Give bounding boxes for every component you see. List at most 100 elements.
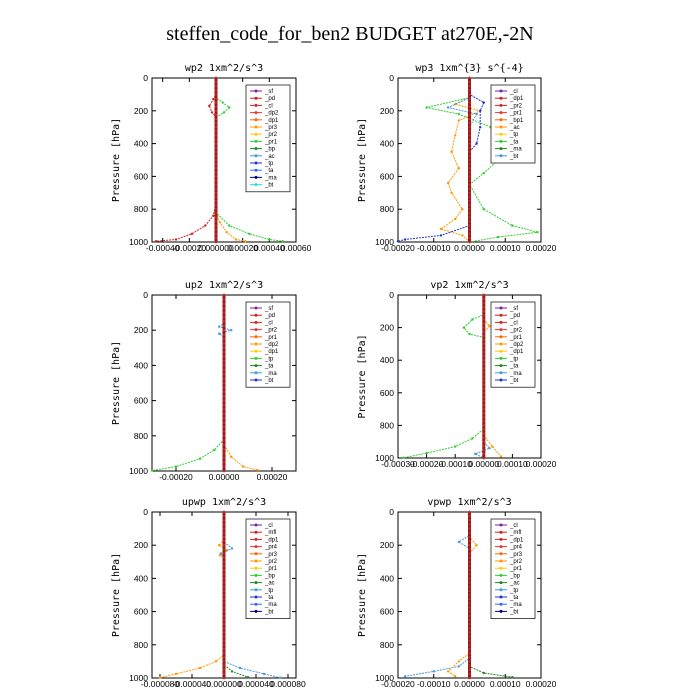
- series-point: [222, 660, 226, 663]
- series-point: [222, 293, 226, 297]
- series-point: [222, 581, 226, 584]
- series-point: [468, 203, 471, 207]
- y-tick-label: 200: [134, 540, 148, 550]
- legend-entry: _dp1: [509, 96, 524, 102]
- series-point: [468, 146, 471, 149]
- series-point: [214, 134, 218, 137]
- series-point: [222, 543, 226, 547]
- series-point: [222, 606, 226, 609]
- legend-entry: _pr1: [509, 566, 523, 572]
- y-tick-label: 600: [380, 607, 394, 617]
- legend-marker: [254, 111, 258, 115]
- y-tick-label: 400: [134, 573, 148, 583]
- legend-marker: [499, 111, 503, 115]
- series-point: [281, 240, 284, 243]
- legend-marker: [254, 523, 258, 527]
- legend-box: [245, 84, 291, 193]
- series-point: [468, 610, 471, 613]
- legend-entry: _pr3: [509, 552, 523, 558]
- x-tick-label: 0.000040: [238, 679, 274, 689]
- series-point: [471, 437, 474, 440]
- series-point: [471, 318, 474, 321]
- series-point: [214, 660, 218, 663]
- x-tick-label: -0.00020: [173, 243, 207, 253]
- y-tick-label: 400: [380, 573, 394, 583]
- y-tick-label: 0: [143, 73, 148, 83]
- series-point: [482, 444, 486, 448]
- legend-marker: [499, 602, 503, 606]
- legend-marker: [254, 559, 258, 563]
- legend-entry: _mfl: [264, 530, 276, 536]
- legend-entry: _ma: [264, 175, 277, 181]
- series-point: [174, 672, 178, 676]
- x-tick-label: 0.00020: [526, 679, 557, 689]
- series-point: [222, 631, 226, 634]
- series-point: [454, 445, 457, 448]
- legend-marker: [499, 132, 503, 136]
- series-point: [482, 411, 486, 415]
- series-point: [468, 179, 471, 182]
- series-point: [230, 547, 234, 550]
- legend-marker: [254, 364, 258, 368]
- series-line-tp: [405, 512, 470, 677]
- y-tick-label: 1000: [129, 673, 148, 683]
- series-point: [222, 315, 226, 319]
- series-point: [228, 106, 231, 109]
- series-point: [222, 656, 226, 659]
- legend-marker: [499, 609, 503, 613]
- series-point: [468, 622, 471, 626]
- legend-marker: [254, 161, 258, 165]
- series-point: [468, 631, 471, 634]
- series-point: [468, 635, 471, 638]
- series-point: [222, 539, 226, 543]
- x-tick-label: 0.000000: [198, 243, 234, 253]
- series-point: [218, 325, 221, 328]
- series-point: [482, 314, 486, 317]
- series-point: [468, 527, 471, 530]
- series-point: [214, 142, 218, 145]
- plot-frame: [151, 77, 297, 243]
- series-point: [222, 647, 226, 651]
- legend-entry: _dp1: [264, 537, 279, 543]
- series-line-pr2: [159, 512, 229, 679]
- legend-marker: [254, 566, 258, 570]
- y-tick-label: 600: [380, 171, 394, 181]
- series-point: [222, 622, 226, 626]
- y-tick-label: 800: [134, 431, 148, 441]
- series-point: [468, 195, 471, 199]
- legend-entry: _sf: [509, 306, 518, 312]
- series-point: [214, 117, 218, 121]
- series-point: [482, 342, 486, 346]
- legend-marker: [499, 320, 503, 324]
- series-point: [222, 643, 226, 647]
- series-point: [214, 228, 218, 231]
- series-point: [222, 364, 226, 367]
- series-point: [482, 305, 486, 309]
- series-point: [230, 455, 233, 459]
- series-point: [482, 420, 486, 423]
- series-point: [468, 134, 471, 137]
- series-point: [214, 76, 218, 80]
- series-point: [482, 346, 486, 350]
- series-point: [468, 589, 471, 593]
- series-point: [482, 318, 486, 321]
- y-tick-label: 1000: [375, 237, 394, 247]
- x-tick-label: 0.00000: [454, 243, 485, 253]
- series-point: [482, 432, 486, 435]
- x-tick-label: 0.00020: [257, 472, 288, 482]
- series-point: [222, 610, 226, 613]
- series-point: [218, 221, 222, 224]
- legend-entry: _cl: [509, 320, 518, 326]
- series-point: [482, 326, 486, 329]
- series-point: [222, 377, 226, 380]
- series-point: [479, 126, 482, 129]
- series-point: [457, 119, 460, 122]
- series-point: [222, 328, 226, 332]
- series-point: [214, 84, 218, 88]
- x-tick-label: 0.00040: [254, 243, 285, 253]
- legend-entry: _bt: [509, 609, 519, 615]
- series-point: [482, 363, 486, 366]
- series-point: [450, 191, 453, 194]
- series-point: [221, 101, 224, 104]
- series-point: [468, 660, 471, 663]
